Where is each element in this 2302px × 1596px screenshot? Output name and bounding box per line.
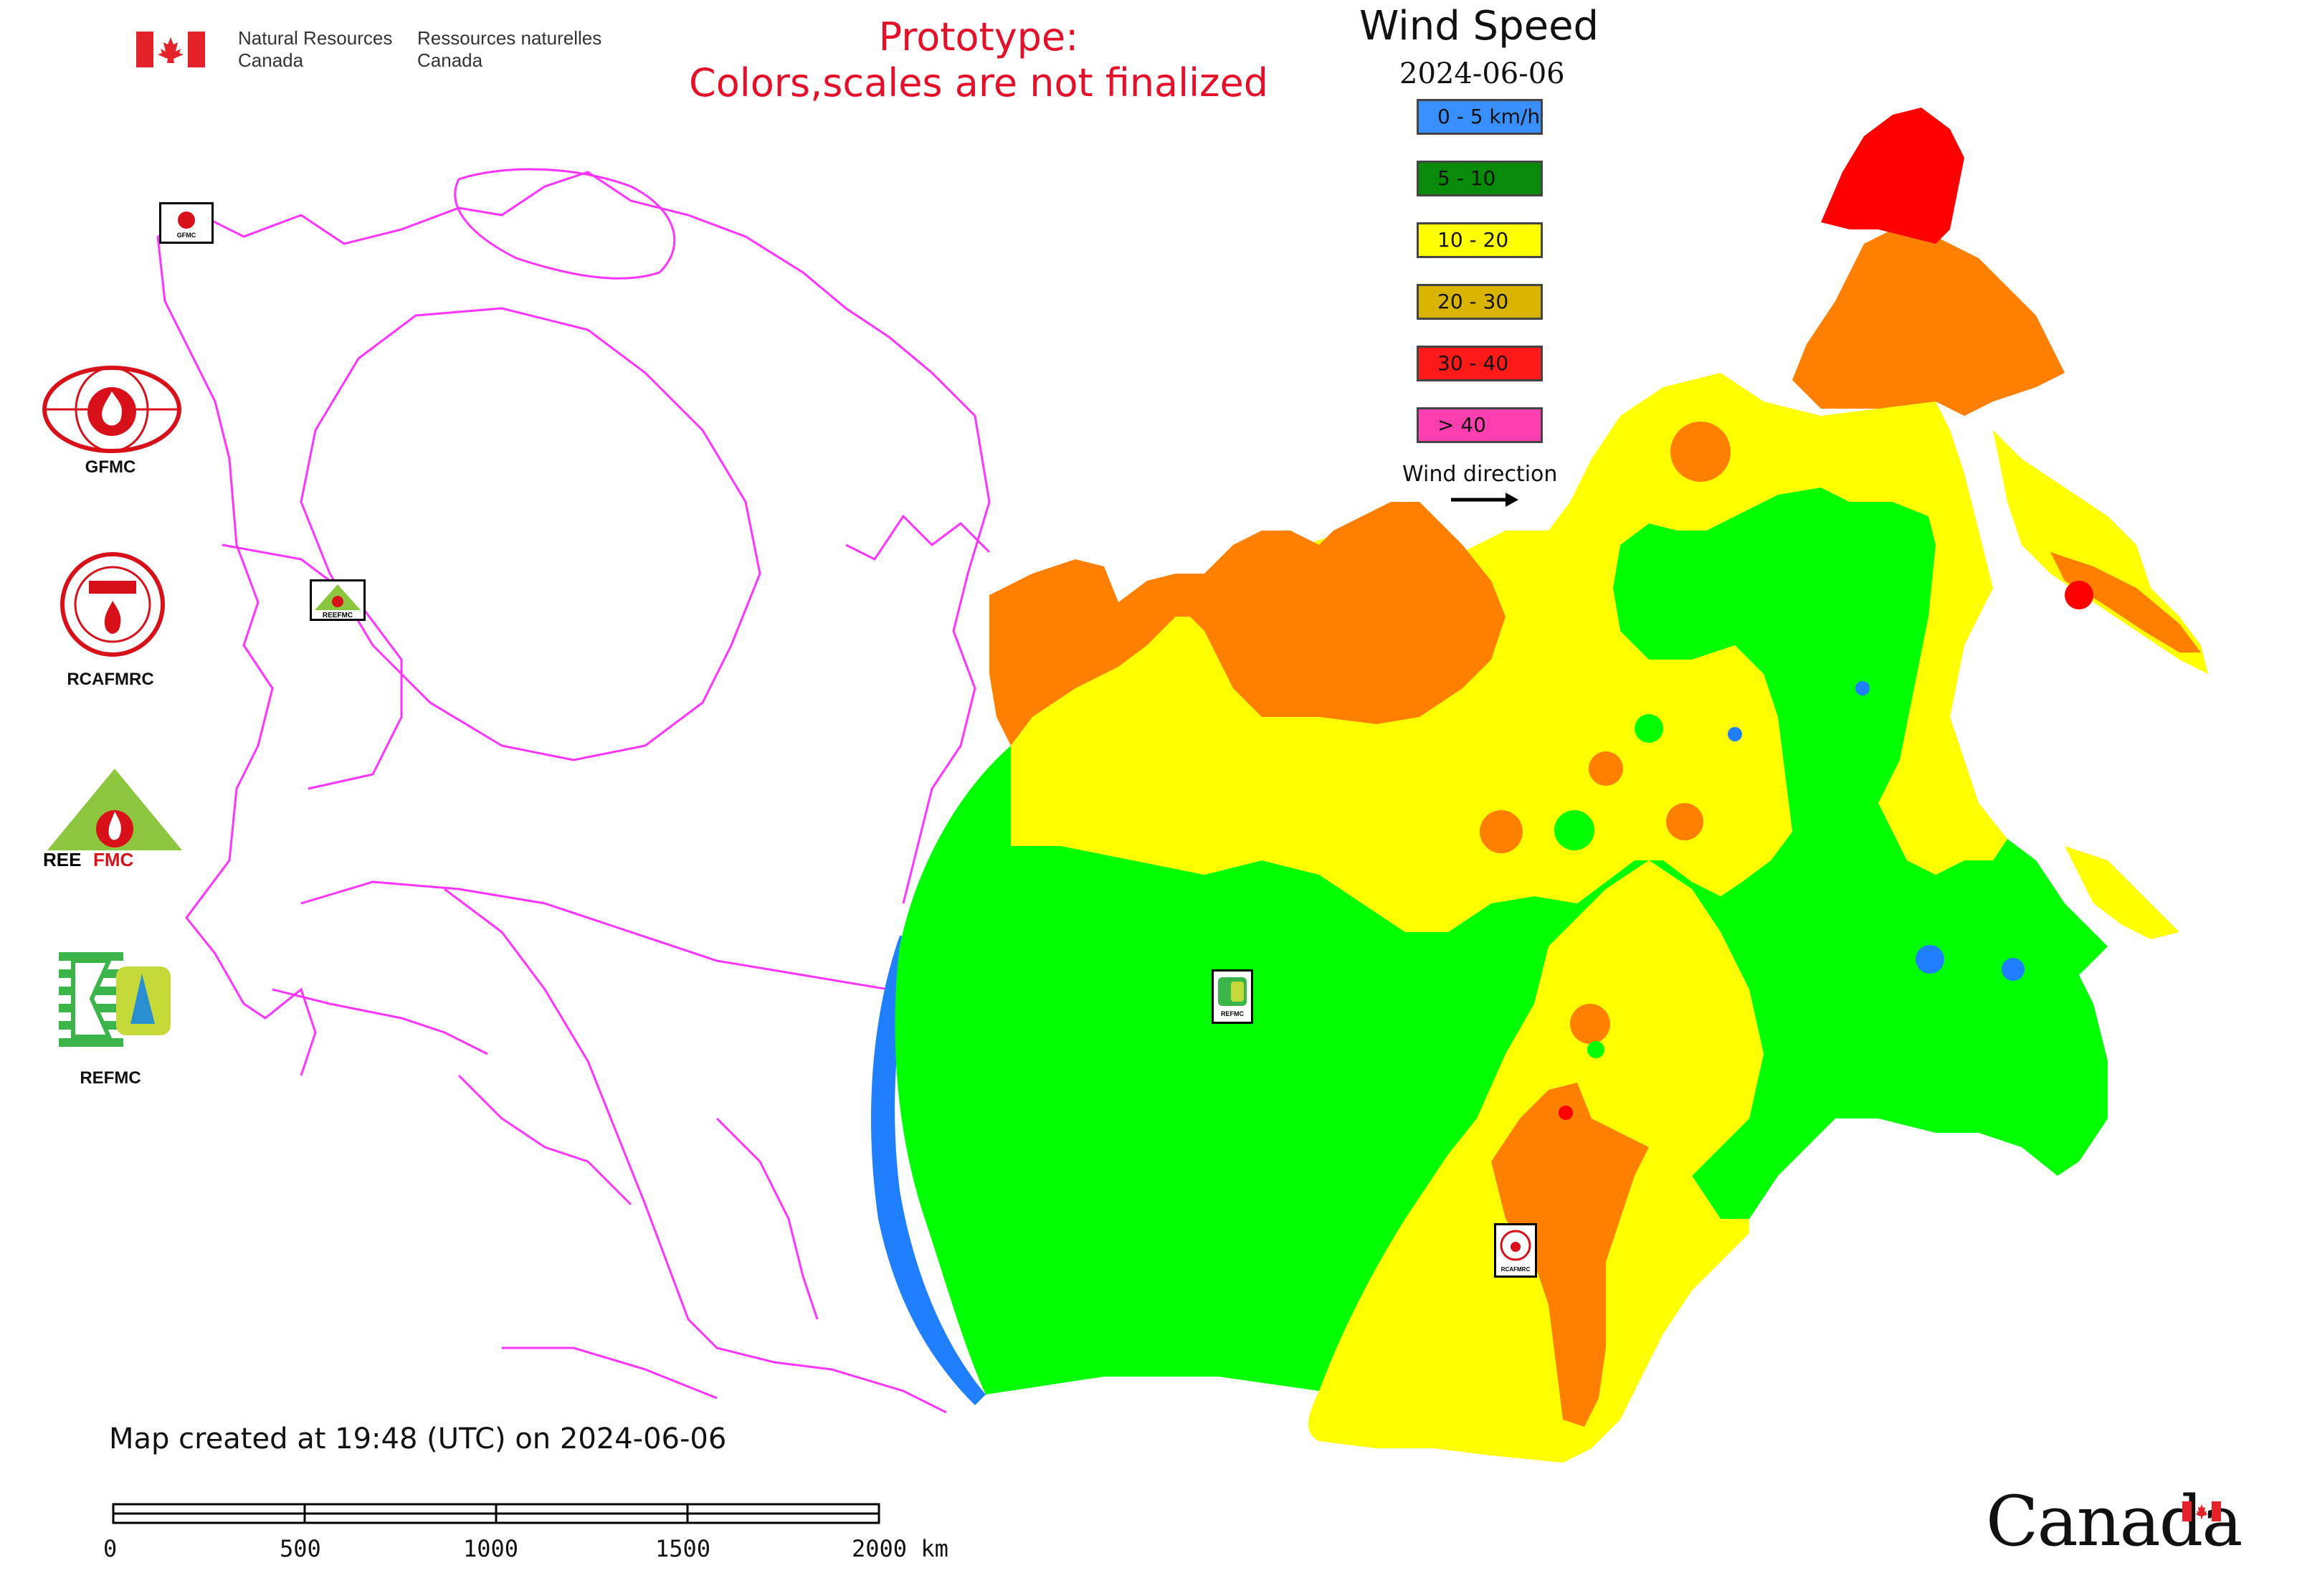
rcafmrc-logo bbox=[59, 551, 166, 661]
wind-blob-orange bbox=[1480, 810, 1523, 853]
legend-wind-direction-label: Wind direction bbox=[1402, 462, 1558, 487]
canada-flag-icon bbox=[136, 32, 205, 67]
rcafmrc-map-marker: RCAFMRC bbox=[1494, 1223, 1537, 1278]
wind-blob-red bbox=[1559, 1106, 1573, 1120]
scale-bar bbox=[112, 1503, 886, 1530]
scale-tick-label: 2000 km bbox=[852, 1535, 948, 1562]
wind-zone-yellow-peninsula bbox=[2065, 846, 2179, 939]
scale-tick-label: 500 bbox=[280, 1535, 321, 1562]
map-created-text: Map created at 19:48 (UTC) on 2024-06-06 bbox=[109, 1422, 727, 1455]
wind-blob-orange bbox=[1666, 803, 1703, 840]
dept-name-en-line1: Natural Resources bbox=[238, 27, 393, 49]
refmc-label: REFMC bbox=[80, 1068, 141, 1088]
map-title: Wind Speed bbox=[1359, 3, 1599, 49]
wind-zone-orange-east bbox=[2050, 552, 2201, 652]
wind-direction-arrow-icon bbox=[1451, 493, 1518, 507]
gfmc-label: GFMC bbox=[85, 457, 136, 477]
legend-item: 20 - 30 bbox=[1417, 284, 1543, 320]
wind-zone-blue bbox=[871, 936, 986, 1405]
dept-name-en-line2: Canada bbox=[238, 49, 304, 71]
gfmc-marker-label: GFMC bbox=[177, 232, 196, 239]
canada-wordmark-flag-icon bbox=[2182, 1501, 2221, 1524]
wind-zone-green-main bbox=[895, 488, 2108, 1395]
wind-blob-red bbox=[2065, 581, 2093, 609]
wind-zone-orange-south bbox=[1491, 1083, 1649, 1427]
reefmc-marker-label: REEFMC bbox=[323, 612, 353, 619]
legend-item: 30 - 40 bbox=[1417, 346, 1543, 381]
wind-blob-blue bbox=[1916, 945, 1944, 974]
wind-zone-orange-nne bbox=[1792, 229, 2065, 416]
wind-blob-blue bbox=[1855, 681, 1870, 695]
scale-tick-label: 0 bbox=[103, 1535, 118, 1562]
svg-text:FMC: FMC bbox=[93, 849, 134, 870]
wind-blob-blue bbox=[1728, 727, 1742, 741]
refmc-marker-label: REFMC bbox=[1221, 1010, 1244, 1017]
country-boundaries bbox=[156, 168, 1034, 1414]
reefmc-logo: REE FMC bbox=[37, 766, 192, 876]
legend-item: 0 - 5 km/h bbox=[1417, 99, 1543, 135]
wind-zone-orange-north bbox=[989, 502, 1506, 746]
rcafmrc-marker-label: RCAFMRC bbox=[1501, 1266, 1531, 1273]
scale-tick-label: 1000 bbox=[463, 1535, 519, 1562]
scale-tick-label: 1500 bbox=[655, 1535, 711, 1562]
prototype-notice-line2: Colors,scales are not finalized bbox=[689, 60, 1268, 105]
wind-zone-red-north bbox=[1821, 108, 1964, 244]
rcafmrc-label: RCAFMRC bbox=[67, 670, 154, 689]
dept-name-fr-line2: Canada bbox=[417, 49, 483, 71]
prototype-notice-line1: Prototype: bbox=[878, 14, 1079, 60]
canada-wordmark: Canada bbox=[1986, 1481, 2242, 1562]
gfmc-logo bbox=[40, 363, 184, 459]
dept-name-fr-line1: Ressources naturelles bbox=[417, 27, 602, 49]
wind-blob-orange bbox=[1589, 751, 1623, 786]
wind-blob-orange bbox=[1670, 422, 1731, 482]
refmc-logo bbox=[59, 945, 171, 1055]
wind-blob-blue bbox=[2002, 958, 2025, 981]
wind-blob-green bbox=[1635, 714, 1663, 743]
legend-item: 10 - 20 bbox=[1417, 222, 1543, 258]
wind-blob-green bbox=[1554, 810, 1594, 850]
wind-blob-orange bbox=[1570, 1004, 1610, 1044]
legend-item: 5 - 10 bbox=[1417, 161, 1543, 196]
reefmc-map-marker: REEFMC bbox=[310, 579, 366, 621]
wind-blob-green bbox=[1587, 1041, 1604, 1058]
gfmc-map-marker: GFMC bbox=[159, 202, 214, 244]
map-date: 2024-06-06 bbox=[1399, 57, 1565, 90]
svg-text:REE: REE bbox=[43, 849, 81, 870]
wind-zone-yellow bbox=[1011, 373, 2007, 932]
legend-item: > 40 bbox=[1417, 407, 1543, 443]
refmc-map-marker: REFMC bbox=[1212, 969, 1253, 1024]
